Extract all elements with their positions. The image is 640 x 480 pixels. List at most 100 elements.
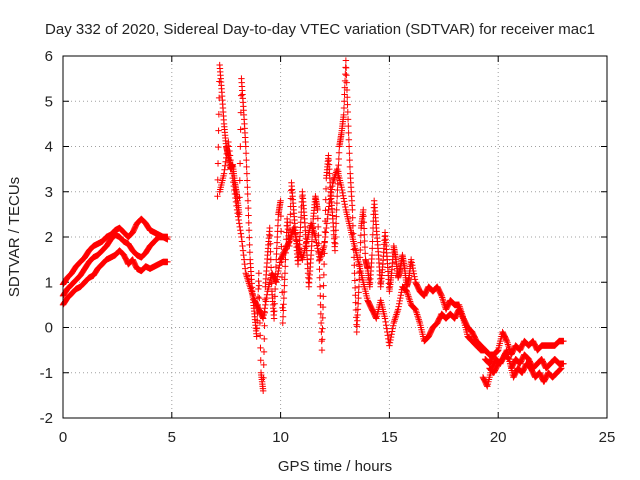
data-point	[386, 339, 394, 346]
data-point	[360, 206, 367, 214]
data-point	[314, 223, 322, 231]
data-point	[319, 314, 326, 322]
data-point	[272, 263, 280, 271]
data-point	[387, 336, 394, 344]
data-point	[343, 86, 351, 94]
data-point	[244, 184, 251, 191]
data-point	[344, 116, 352, 123]
data-point	[333, 206, 340, 214]
data-point	[341, 77, 349, 85]
data-point	[312, 236, 320, 244]
data-point	[242, 270, 249, 277]
data-point	[266, 232, 274, 240]
data-point	[214, 176, 221, 184]
data-point	[325, 206, 332, 214]
data-point	[228, 170, 236, 177]
data-point	[341, 200, 348, 208]
data-point	[281, 270, 289, 277]
data-point	[260, 374, 267, 382]
data-point	[392, 314, 399, 322]
data-point	[339, 192, 347, 199]
y-tick-label: 6	[45, 48, 53, 65]
data-point	[279, 313, 287, 320]
data-point	[313, 239, 320, 246]
data-point	[243, 170, 251, 177]
y-tick-label: -1	[40, 365, 53, 382]
data-point	[372, 314, 379, 321]
data-point	[233, 206, 241, 214]
data-point	[368, 251, 376, 259]
data-point	[287, 211, 294, 218]
data-point	[407, 256, 415, 263]
data-point	[320, 260, 328, 268]
data-point	[319, 303, 327, 311]
data-point	[330, 177, 337, 185]
data-point	[416, 318, 423, 325]
data-point	[335, 155, 343, 163]
data-point	[384, 332, 391, 339]
data-point	[356, 268, 363, 276]
data-point	[321, 238, 328, 245]
data-point	[405, 293, 412, 300]
x-tick-label: 20	[490, 429, 507, 446]
data-point	[313, 242, 321, 249]
data-point	[341, 98, 348, 105]
data-point	[351, 270, 358, 277]
data-point	[318, 328, 325, 336]
data-point	[231, 186, 238, 194]
data-point	[395, 300, 403, 307]
y-tick-label: 4	[45, 139, 53, 156]
data-point	[246, 234, 253, 241]
data-point	[317, 319, 325, 327]
data-point	[267, 240, 274, 247]
data-point	[237, 126, 244, 133]
data-point	[215, 143, 222, 151]
data-point	[261, 305, 269, 312]
data-point	[275, 267, 282, 275]
data-point	[333, 213, 340, 220]
data-point	[274, 273, 281, 280]
data-point	[342, 64, 350, 72]
data-point	[342, 64, 349, 71]
data-point	[388, 331, 395, 338]
data-point	[360, 225, 368, 232]
data-point	[242, 143, 249, 150]
data-point	[354, 300, 362, 307]
data-point	[312, 233, 319, 241]
data-point	[238, 233, 245, 241]
data-point	[243, 271, 250, 279]
data-point	[232, 194, 239, 202]
data-point	[317, 310, 325, 318]
data-point	[224, 142, 232, 150]
data-point	[382, 322, 390, 329]
data-point	[410, 270, 418, 277]
data-point	[280, 288, 288, 296]
data-point	[310, 228, 317, 236]
data-point	[245, 204, 252, 212]
data-point	[236, 220, 243, 227]
data-point	[318, 346, 326, 354]
data-point	[314, 206, 321, 214]
data-point	[271, 300, 278, 307]
data-point	[324, 211, 332, 218]
data-point	[437, 291, 445, 298]
data-point	[245, 227, 253, 234]
data-point	[273, 250, 280, 258]
data-point	[406, 296, 413, 303]
data-point	[341, 91, 348, 98]
data-point	[244, 275, 251, 282]
data-point	[354, 317, 361, 324]
data-point	[220, 170, 228, 177]
data-point	[317, 292, 324, 300]
data-point	[340, 195, 347, 202]
data-point	[351, 277, 359, 284]
data-point	[277, 197, 284, 204]
data-point	[257, 332, 264, 339]
y-tick-label: 0	[45, 320, 53, 337]
data-point	[261, 335, 268, 343]
data-point	[408, 259, 415, 266]
data-point	[234, 210, 241, 217]
data-point	[384, 328, 391, 336]
data-point	[271, 307, 278, 315]
